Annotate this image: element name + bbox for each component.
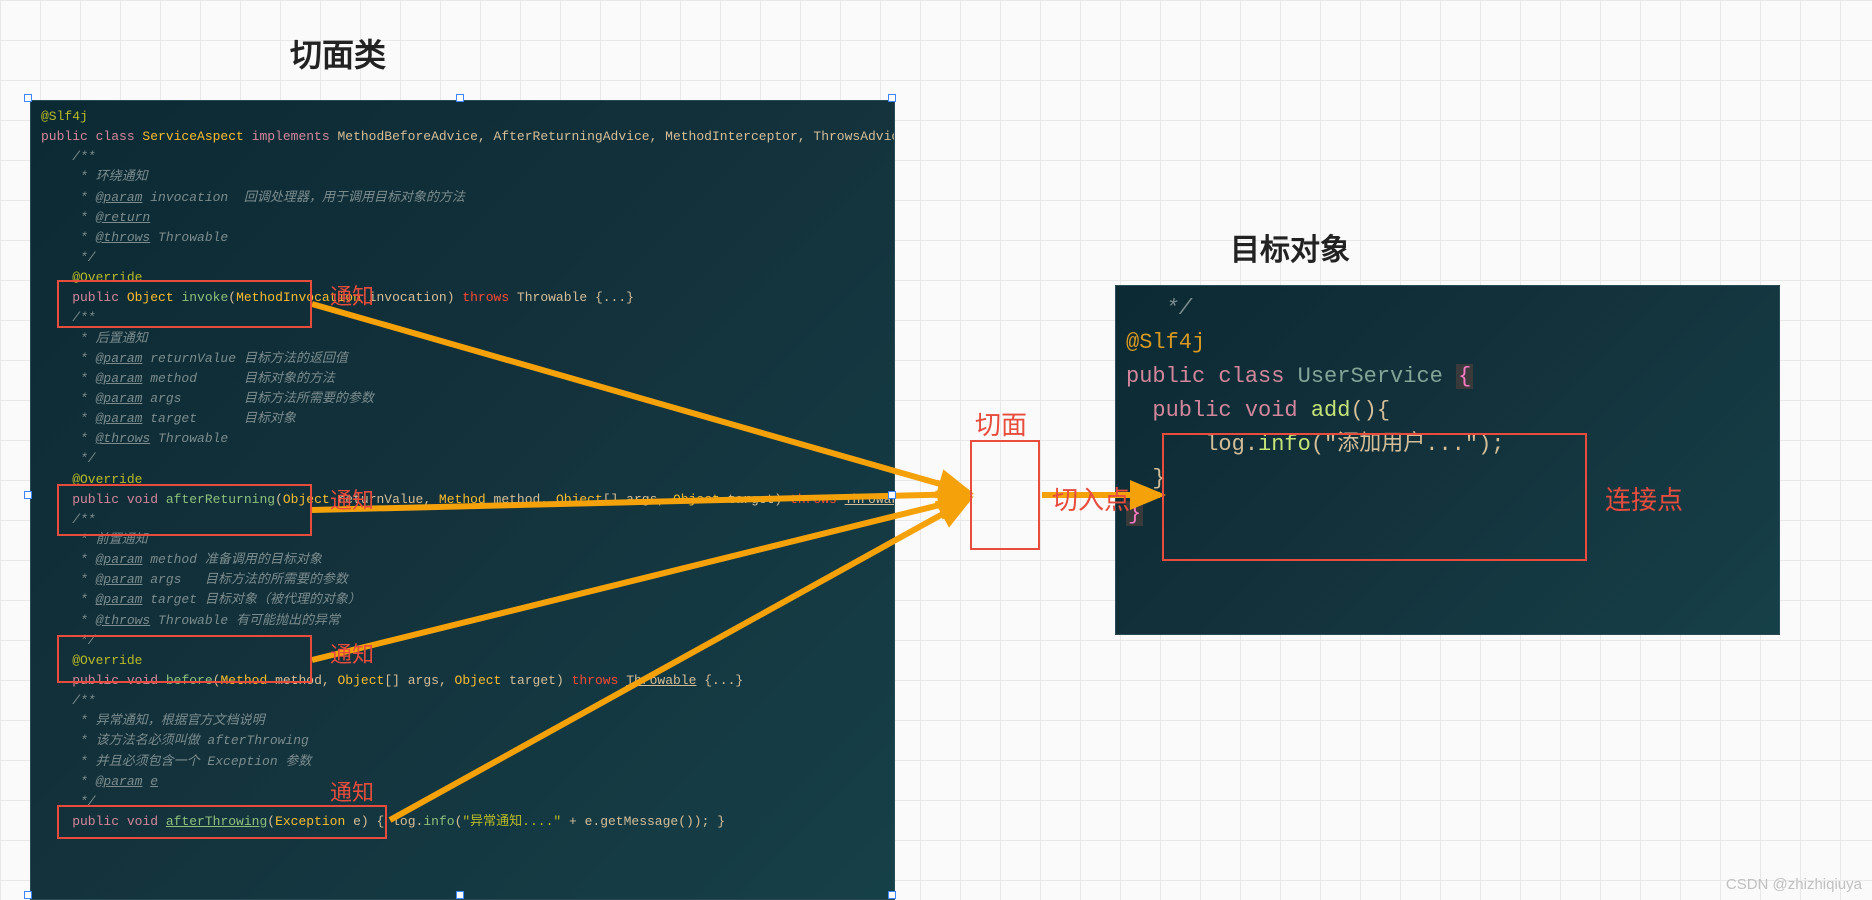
- code-line: * @param method 准备调用的目标对象: [41, 550, 895, 570]
- pointcut-label: 切入点: [1052, 480, 1130, 517]
- selection-handle[interactable]: [888, 94, 896, 102]
- selection-handle[interactable]: [24, 891, 32, 899]
- joinpoint-label: 连接点: [1605, 480, 1683, 517]
- code-line: public void before(Method method, Object…: [41, 671, 895, 691]
- code-line: public Object invoke(MethodInvocation in…: [41, 288, 895, 308]
- code-line: * @throws Throwable: [41, 228, 895, 248]
- code-line: @Override: [41, 268, 895, 288]
- code-line: @Slf4j: [1126, 326, 1504, 360]
- code-line: * @param target 目标对象: [41, 409, 895, 429]
- code-line: * @return: [41, 208, 895, 228]
- code-line: * 后置通知: [41, 329, 895, 349]
- heading-target: 目标对象: [1230, 225, 1350, 269]
- code-line: * @param method 目标对象的方法: [41, 369, 895, 389]
- code-line: @Override: [41, 651, 895, 671]
- code-line: * @throws Throwable 有可能抛出的异常: [41, 611, 895, 631]
- advice-label-3: 通知: [330, 637, 374, 669]
- selection-handle[interactable]: [456, 94, 464, 102]
- advice-label-4: 通知: [330, 775, 374, 807]
- advice-label-1: 通知: [330, 279, 374, 311]
- code-line: */: [41, 248, 895, 268]
- code-line: * 该方法名必须叫做 afterThrowing: [41, 731, 895, 751]
- code-line: }: [1126, 462, 1504, 496]
- code-line: * 并且必须包含一个 Exception 参数: [41, 752, 895, 772]
- code-line: * @param returnValue 目标方法的返回值: [41, 349, 895, 369]
- selection-handle[interactable]: [456, 891, 464, 899]
- selection-handle[interactable]: [888, 491, 896, 499]
- code-line: /**: [41, 308, 895, 328]
- code-line: log.info("添加用户...");: [1126, 428, 1504, 462]
- code-line: * @throws Throwable: [41, 429, 895, 449]
- selection-handle[interactable]: [24, 491, 32, 499]
- heading-aspect: 切面类: [290, 30, 386, 76]
- code-line: */: [41, 792, 895, 812]
- code-line: */: [41, 449, 895, 469]
- code-line: * @param e: [41, 772, 895, 792]
- code-line: @Slf4j: [41, 107, 895, 127]
- code-line: * @param args 目标方法的所需要的参数: [41, 570, 895, 590]
- code-line: */: [1126, 292, 1504, 326]
- code-line: * @param invocation 回调处理器，用于调用目标对象的方法: [41, 188, 895, 208]
- code-line: public class ServiceAspect implements Me…: [41, 127, 895, 147]
- aspect-box: [970, 440, 1040, 550]
- code-line: /**: [41, 147, 895, 167]
- code-line: public void add(){: [1126, 394, 1504, 428]
- code-line: * @param args 目标方法所需要的参数: [41, 389, 895, 409]
- aspect-label: 切面: [975, 405, 1027, 442]
- selection-handle[interactable]: [24, 94, 32, 102]
- code-line: public void afterThrowing(Exception e) {…: [41, 812, 895, 832]
- aspect-code-panel: @Slf4jpublic class ServiceAspect impleme…: [30, 100, 895, 900]
- code-line: }: [1126, 497, 1504, 531]
- code-line: @Override: [41, 470, 895, 490]
- code-line: public void afterReturning(Object return…: [41, 490, 895, 510]
- watermark: CSDN @zhizhiqiuya: [1726, 876, 1862, 893]
- code-line: /**: [41, 691, 895, 711]
- target-code-panel: */@Slf4jpublic class UserService { publi…: [1115, 285, 1780, 635]
- selection-handle[interactable]: [888, 891, 896, 899]
- code-line: * @param target 目标对象（被代理的对象）: [41, 590, 895, 610]
- code-line: * 环绕通知: [41, 167, 895, 187]
- code-line: * 异常通知，根据官方文档说明: [41, 711, 895, 731]
- code-line: public class UserService {: [1126, 360, 1504, 394]
- code-line: */: [41, 631, 895, 651]
- code-line: /**: [41, 510, 895, 530]
- code-line: * 前置通知: [41, 530, 895, 550]
- advice-label-2: 通知: [330, 483, 374, 515]
